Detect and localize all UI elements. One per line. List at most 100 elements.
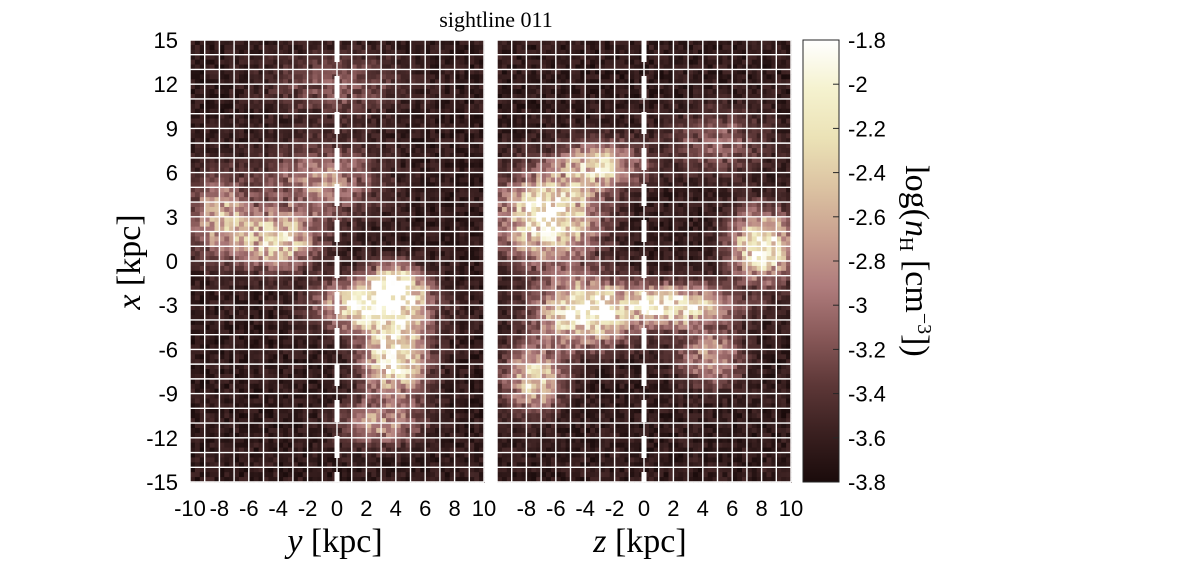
- heatmap-cell: [430, 423, 436, 429]
- heatmap-cell: [342, 60, 348, 66]
- heatmap-cell: [415, 320, 421, 326]
- heatmap-cell: [254, 222, 260, 228]
- heatmap-cell: [219, 114, 225, 120]
- heatmap-cell: [445, 413, 451, 419]
- heatmap-cell: [205, 217, 211, 223]
- heatmap-cell: [440, 438, 446, 444]
- heatmap-cell: [327, 163, 333, 169]
- heatmap-cell: [371, 84, 377, 90]
- heatmap-cell: [283, 413, 289, 419]
- heatmap-cell: [195, 187, 201, 193]
- heatmap-cell: [411, 163, 417, 169]
- heatmap-cell: [411, 114, 417, 120]
- heatmap-cell: [342, 443, 348, 449]
- heatmap-cell: [249, 119, 255, 125]
- heatmap-cell: [469, 295, 475, 301]
- heatmap-cell: [425, 325, 431, 331]
- heatmap-cell: [190, 384, 196, 390]
- heatmap-cell: [366, 443, 372, 449]
- heatmap-cell: [254, 202, 260, 208]
- heatmap-cell: [381, 40, 387, 46]
- heatmap-cell: [445, 399, 451, 405]
- heatmap-cell: [411, 354, 417, 360]
- heatmap-cell: [357, 104, 363, 110]
- heatmap-cell: [386, 384, 392, 390]
- heatmap-cell: [195, 251, 201, 257]
- heatmap-cell: [381, 335, 387, 341]
- heatmap-cell: [469, 281, 475, 287]
- heatmap-cell: [425, 399, 431, 405]
- heatmap-cell: [460, 45, 466, 51]
- heatmap-cell: [411, 60, 417, 66]
- heatmap-cell: [283, 438, 289, 444]
- heatmap-cell: [298, 354, 304, 360]
- heatmap-cell: [455, 217, 461, 223]
- heatmap-cell: [474, 187, 480, 193]
- heatmap-cell: [381, 408, 387, 414]
- heatmap-cell: [460, 290, 466, 296]
- heatmap-cell: [308, 236, 314, 242]
- heatmap-cell: [337, 143, 343, 149]
- heatmap-cell: [327, 364, 333, 370]
- heatmap-cell: [264, 310, 270, 316]
- heatmap-cell: [430, 148, 436, 154]
- heatmap-cell: [210, 394, 216, 400]
- heatmap-cell: [268, 60, 274, 66]
- heatmap-cell: [268, 408, 274, 414]
- heatmap-cell: [268, 369, 274, 375]
- heatmap-cell: [440, 222, 446, 228]
- heatmap-cell: [322, 246, 328, 252]
- heatmap-cell: [234, 266, 240, 272]
- heatmap-cell: [293, 114, 299, 120]
- heatmap-cell: [268, 178, 274, 184]
- heatmap-cell: [430, 128, 436, 134]
- heatmap-cell: [210, 354, 216, 360]
- heatmap-cell: [224, 192, 230, 198]
- heatmap-cell: [401, 143, 407, 149]
- heatmap-cell: [474, 60, 480, 66]
- heatmap-cell: [337, 133, 343, 139]
- heatmap-cell: [460, 104, 466, 110]
- heatmap-cell: [219, 379, 225, 385]
- heatmap-cell: [239, 320, 245, 326]
- heatmap-cell: [352, 148, 358, 154]
- heatmap-cell: [440, 99, 446, 105]
- heatmap-cell: [430, 173, 436, 179]
- heatmap-cell: [357, 310, 363, 316]
- heatmap-cell: [313, 413, 319, 419]
- heatmap-cell: [386, 399, 392, 405]
- heatmap-cell: [430, 349, 436, 355]
- heatmap-cell: [313, 325, 319, 331]
- heatmap-cell: [205, 354, 211, 360]
- heatmap-cell: [278, 178, 284, 184]
- heatmap-cell: [249, 438, 255, 444]
- heatmap-cell: [224, 349, 230, 355]
- heatmap-cell: [190, 217, 196, 223]
- heatmap-cell: [460, 133, 466, 139]
- heatmap-cell: [278, 104, 284, 110]
- heatmap-cell: [411, 320, 417, 326]
- heatmap-cell: [386, 281, 392, 287]
- heatmap-cell: [371, 74, 377, 80]
- heatmap-cell: [308, 55, 314, 61]
- heatmap-cell: [234, 335, 240, 341]
- heatmap-cell: [352, 276, 358, 282]
- heatmap-cell: [366, 40, 372, 46]
- heatmap-cell: [239, 325, 245, 331]
- heatmap-cell: [322, 74, 328, 80]
- heatmap-cell: [234, 133, 240, 139]
- heatmap-cell: [474, 163, 480, 169]
- heatmap-cell: [268, 104, 274, 110]
- heatmap-cell: [474, 178, 480, 184]
- heatmap-cell: [298, 261, 304, 267]
- heatmap-cell: [386, 246, 392, 252]
- heatmap-cell: [401, 325, 407, 331]
- heatmap-cell: [239, 281, 245, 287]
- heatmap-cell: [430, 119, 436, 125]
- heatmap-cell: [254, 192, 260, 198]
- heatmap-cell: [474, 128, 480, 134]
- heatmap-cell: [381, 281, 387, 287]
- heatmap-cell: [415, 379, 421, 385]
- heatmap-cell: [278, 305, 284, 311]
- heatmap-cell: [219, 84, 225, 90]
